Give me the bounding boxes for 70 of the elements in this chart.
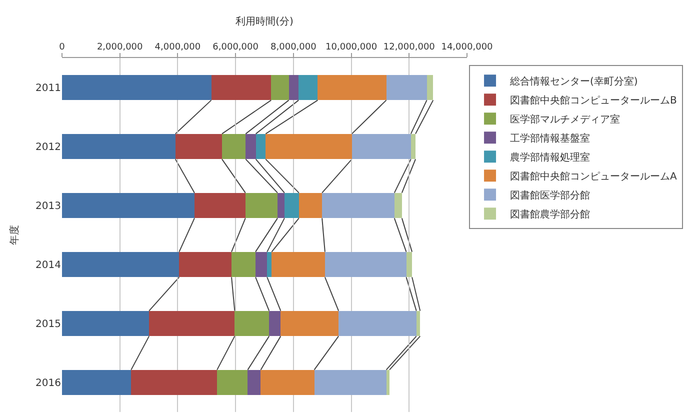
x-tick-label: 6,000,000 (212, 42, 259, 52)
bar (288, 74, 299, 100)
bar (62, 370, 132, 396)
bar (278, 192, 284, 218)
bar (338, 310, 416, 336)
bar (298, 74, 318, 100)
bar (386, 370, 390, 396)
bar (248, 370, 261, 396)
bar (266, 134, 352, 160)
bar (222, 134, 246, 160)
y-tick-label: 2015 (36, 319, 61, 330)
legend-label: 図書館中央館コンピュータールームB (510, 94, 678, 106)
bar (386, 74, 427, 100)
bar (62, 74, 212, 100)
x-tick-label: 4,000,000 (154, 42, 201, 52)
bar (211, 74, 272, 100)
bar (232, 252, 256, 278)
bar (245, 192, 278, 218)
legend-label: 工学部情報基盤室 (510, 132, 590, 144)
bar (394, 192, 402, 218)
x-tick-label: 10,000,000 (326, 42, 378, 52)
y-tick-label: 2011 (36, 83, 61, 94)
x-tick-label: 8,000,000 (270, 42, 317, 52)
bar (322, 192, 394, 218)
legend-label: 図書館農学部分館 (510, 208, 590, 220)
y-tick-label: 2016 (36, 378, 61, 389)
x-tick-label: 14,000,000 (441, 42, 494, 52)
bar (256, 252, 268, 278)
y-tick-label: 2013 (36, 201, 61, 212)
bar (217, 370, 248, 396)
legend-label: 図書館中央館コンピュータールームA (510, 170, 678, 182)
bar (318, 74, 386, 100)
x-tick-label: 2,000,000 (96, 42, 144, 52)
bar (179, 252, 232, 278)
bar (298, 192, 322, 218)
legend-label: 農学部情報処理室 (510, 151, 590, 164)
bar (62, 252, 180, 278)
y-axis-title: 年度 (8, 225, 21, 245)
bar (406, 252, 412, 278)
bar (416, 310, 420, 336)
bar (246, 134, 256, 160)
x-tick-label: 12,000,000 (383, 42, 436, 52)
bar (131, 370, 218, 396)
bar (269, 310, 281, 336)
bar (267, 252, 272, 278)
x-axis-title: 利用時間(分) (236, 15, 294, 28)
bar (271, 74, 289, 100)
bar (284, 192, 299, 218)
bar (234, 310, 270, 336)
bar (256, 134, 266, 160)
legend-label: 図書館医学部分館 (510, 189, 590, 202)
bar (194, 192, 246, 218)
bar (324, 252, 406, 278)
bar (280, 310, 339, 336)
bar (62, 310, 150, 336)
bar (272, 252, 325, 278)
bar (352, 134, 411, 160)
bar (175, 134, 222, 160)
bar (410, 134, 416, 160)
legend-label: 医学部マルチメディア室 (510, 113, 620, 126)
bar (62, 134, 176, 160)
y-tick-label: 2012 (36, 142, 61, 153)
legend-label: 総合情報センター(幸町分室) (509, 75, 638, 88)
bar (62, 192, 194, 218)
bar (314, 370, 386, 396)
bar (149, 310, 235, 336)
x-tick-label: 0 (59, 42, 66, 52)
bar (426, 74, 434, 100)
y-tick-label: 2014 (36, 260, 61, 271)
bar (260, 370, 314, 396)
